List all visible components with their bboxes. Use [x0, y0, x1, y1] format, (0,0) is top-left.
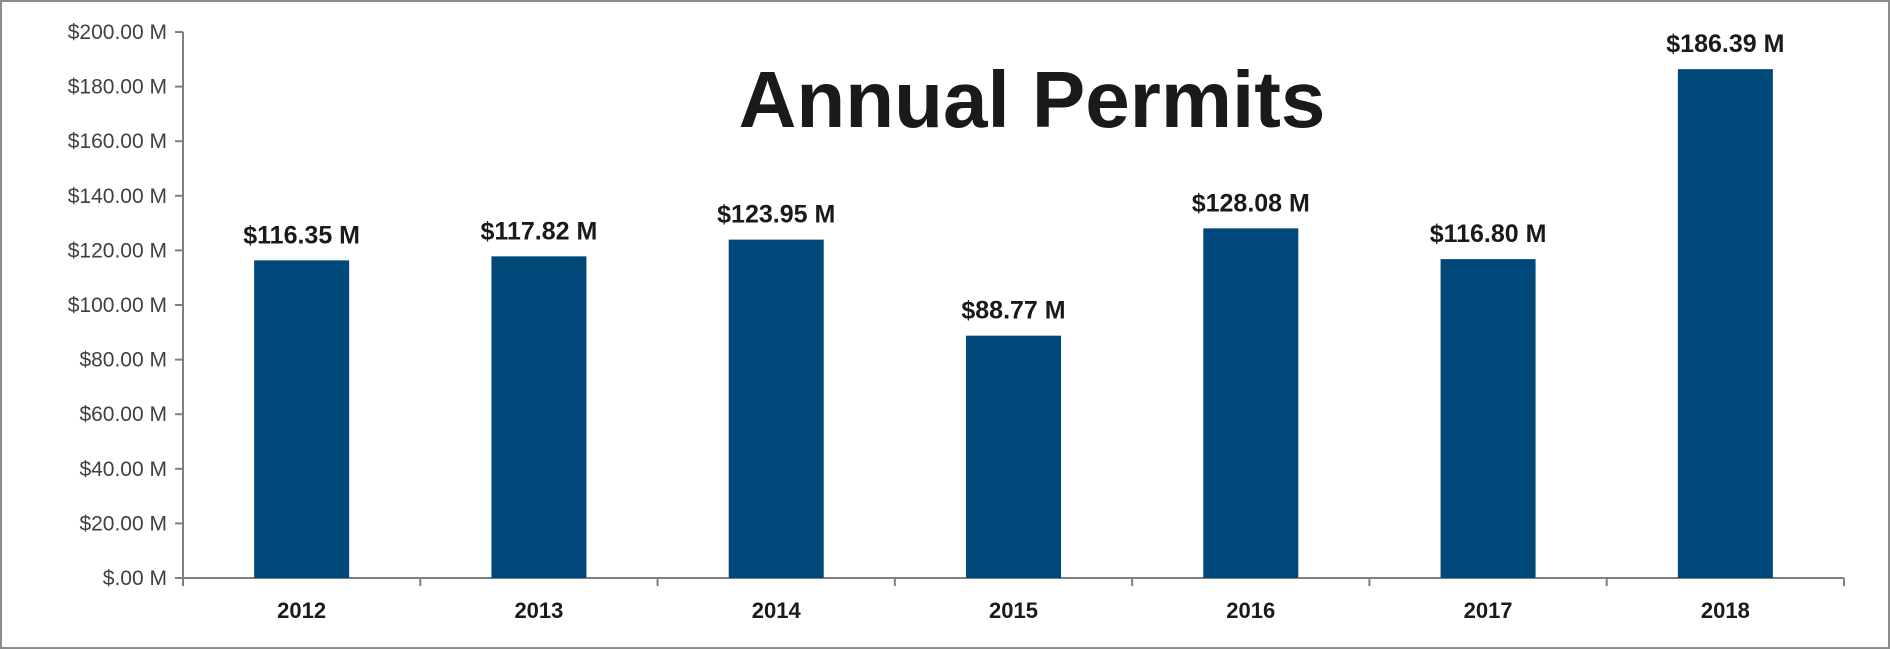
bar-2018 [1677, 69, 1773, 578]
axes: $.00 M $20.00 M $40.00 M $60.00 M $80.00 M $1… [68, 21, 1845, 623]
data-label-2012: $116.35 M [243, 221, 360, 249]
y-tick-label: $.00 M [103, 567, 167, 590]
y-tick-label: $60.00 M [79, 403, 167, 426]
y-tick-label: $120.00 M [68, 239, 167, 262]
x-tick-label-2018: 2018 [1701, 598, 1750, 623]
bar-2017 [1440, 259, 1536, 578]
y-tick-label: $180.00 M [68, 76, 167, 99]
data-label-2018: $186.39 M [1666, 30, 1784, 58]
bar-2015 [966, 335, 1061, 578]
y-tick-label: $200.00 M [68, 21, 167, 44]
y-tick-label: $80.00 M [79, 349, 167, 372]
x-tick-label-2017: 2017 [1464, 598, 1513, 623]
y-tick-label: $100.00 M [68, 294, 167, 317]
data-label-2017: $116.80 M [1430, 220, 1547, 248]
x-tick-label-2015: 2015 [989, 598, 1038, 623]
bars [254, 69, 1773, 578]
x-tick-label-2016: 2016 [1226, 598, 1275, 623]
data-label-2015: $88.77 M [961, 297, 1065, 325]
y-tick-label: $160.00 M [68, 130, 167, 153]
data-label-2014: $123.95 M [717, 201, 835, 229]
bar-2016 [1203, 228, 1299, 578]
bar-2013 [491, 256, 587, 578]
x-tick-label-2013: 2013 [514, 598, 563, 623]
bar-2012 [254, 260, 350, 578]
data-label-2013: $117.82 M [481, 217, 598, 245]
y-tick-label: $140.00 M [68, 185, 167, 208]
data-label-2016: $128.08 M [1192, 189, 1310, 217]
chart-title: Annual Permits [739, 55, 1326, 144]
bar-2014 [728, 239, 824, 578]
data-labels: $116.35 M $117.82 M $123.95 M $88.77 M $128.… [243, 30, 1784, 325]
x-tick-label-2014: 2014 [752, 598, 802, 623]
y-tick-label: $20.00 M [79, 512, 167, 535]
x-tick-label-2012: 2012 [277, 598, 326, 623]
y-tick-label: $40.00 M [79, 458, 167, 481]
